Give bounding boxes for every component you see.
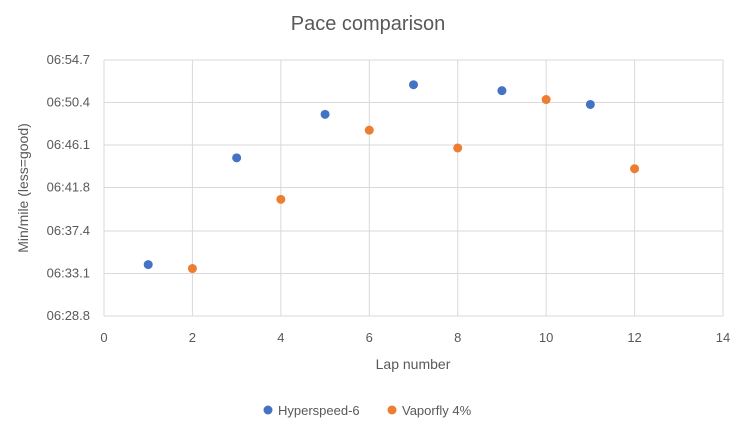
legend: Hyperspeed-6 Vaporfly 4% bbox=[263, 403, 472, 418]
data-points bbox=[143, 80, 640, 274]
data-point-series-2 bbox=[364, 125, 374, 135]
legend-marker-series-1 bbox=[263, 405, 273, 415]
data-point-series-1 bbox=[232, 153, 242, 163]
data-point-series-2 bbox=[276, 194, 286, 204]
x-tick-label: 12 bbox=[627, 330, 641, 345]
x-tick-label: 0 bbox=[100, 330, 107, 345]
data-point-series-2 bbox=[187, 264, 197, 274]
data-point-series-1 bbox=[585, 99, 595, 109]
y-tick-label: 06:50.4 bbox=[47, 95, 90, 110]
data-point-series-1 bbox=[497, 86, 507, 96]
legend-label-series-1: Hyperspeed-6 bbox=[278, 403, 360, 418]
y-axis-title: Min/mile (less=good) bbox=[15, 123, 31, 253]
x-tick-label: 10 bbox=[539, 330, 553, 345]
data-point-series-2 bbox=[630, 164, 640, 174]
x-tick-label: 14 bbox=[716, 330, 730, 345]
data-point-series-2 bbox=[541, 95, 551, 105]
x-tick-label: 8 bbox=[454, 330, 461, 345]
x-axis-ticks: 0 2 4 6 8 10 12 14 bbox=[100, 330, 730, 345]
data-point-series-2 bbox=[453, 143, 463, 153]
x-axis-title: Lap number bbox=[376, 356, 451, 372]
legend-label-series-2: Vaporfly 4% bbox=[402, 403, 472, 418]
chart-title: Pace comparison bbox=[291, 13, 446, 35]
y-tick-label: 06:33.1 bbox=[47, 265, 90, 280]
x-tick-label: 4 bbox=[277, 330, 284, 345]
y-tick-label: 06:41.8 bbox=[47, 180, 90, 195]
x-tick-label: 6 bbox=[366, 330, 373, 345]
y-axis-ticks: 06:28.8 06:33.1 06:37.4 06:41.8 06:46.1 06:50… bbox=[47, 52, 90, 323]
y-tick-label: 06:37.4 bbox=[47, 223, 90, 238]
y-tick-label: 06:54.7 bbox=[47, 52, 90, 67]
data-point-series-1 bbox=[320, 109, 330, 119]
y-tick-label: 06:28.8 bbox=[47, 308, 90, 323]
gridlines bbox=[103, 59, 724, 317]
data-point-series-1 bbox=[409, 80, 418, 90]
y-tick-label: 06:46.1 bbox=[47, 137, 90, 152]
data-point-series-1 bbox=[143, 260, 153, 270]
x-tick-label: 2 bbox=[189, 330, 196, 345]
legend-marker-series-2 bbox=[387, 405, 397, 415]
